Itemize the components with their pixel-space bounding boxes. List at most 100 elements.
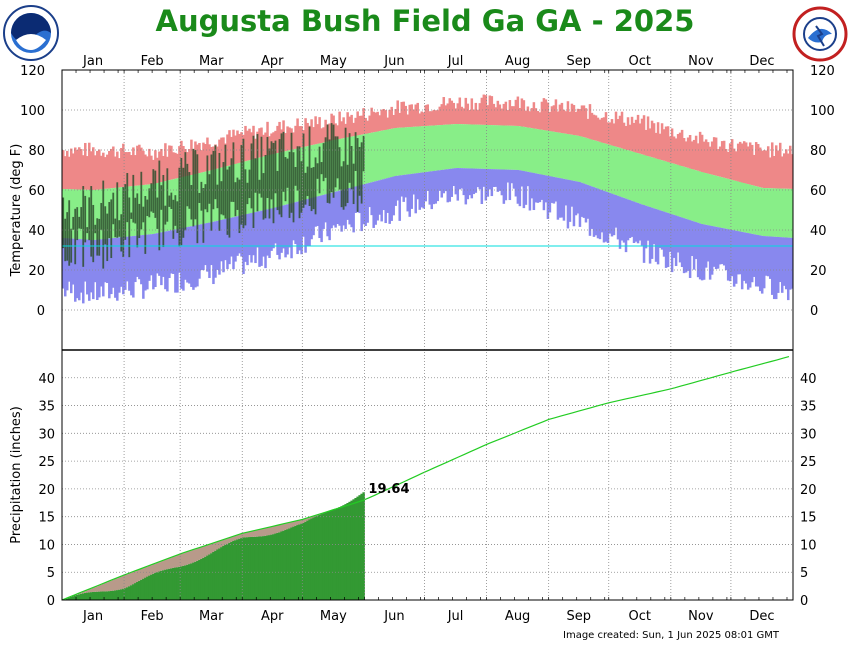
precip-tick-right: 35 (800, 400, 817, 415)
normal-range-bar (440, 124, 444, 170)
observed-precip-bar (200, 558, 203, 600)
observed-precip-bar (192, 562, 195, 600)
normal-range-bar (702, 172, 706, 225)
record-low-bar (654, 208, 658, 262)
precip-deficit-bar (198, 547, 201, 560)
observed-precip-bar (342, 505, 345, 600)
record-low-bar (462, 168, 466, 196)
record-high-bar (176, 153, 179, 179)
precip-deficit-bar (82, 591, 85, 594)
record-high-bar (400, 101, 403, 128)
normal-range-bar (546, 130, 550, 176)
normal-range-bar (570, 134, 574, 181)
record-low-bar (332, 192, 335, 226)
observed-temp-bar (320, 162, 323, 175)
record-low-bar (182, 227, 185, 291)
observed-temp-bar (202, 188, 205, 243)
record-low-bar (516, 169, 520, 204)
normal-range-bar (364, 133, 367, 184)
record-low-bar (424, 172, 427, 202)
record-high-bar (722, 140, 726, 178)
observed-precip-bar (88, 592, 91, 600)
month-label-bottom: Dec (749, 609, 774, 624)
record-low-bar (496, 169, 500, 192)
record-low-bar (482, 168, 486, 187)
observed-temp-bar (324, 137, 327, 178)
record-high-bar (582, 105, 586, 138)
record-low-bar (544, 175, 548, 203)
observed-temp-bar (186, 163, 189, 207)
record-high-bar (414, 104, 417, 127)
record-high-bar (670, 128, 674, 164)
record-low-bar (688, 220, 692, 278)
observed-temp-bar (322, 143, 325, 182)
record-high-bar (100, 155, 103, 190)
normal-range-bar (782, 188, 786, 238)
observed-temp-bar (160, 185, 163, 210)
record-high-bar (126, 152, 129, 187)
observed-temp-bar (254, 158, 257, 193)
normal-range-bar (512, 125, 516, 170)
record-high-bar (406, 114, 409, 128)
record-low-bar (360, 184, 363, 232)
normal-range-bar (632, 151, 636, 202)
record-high-bar (314, 116, 317, 145)
record-high-bar (306, 122, 309, 147)
observed-temp-bar (270, 141, 273, 200)
observed-precip-bar (116, 590, 119, 600)
record-high-bar (278, 121, 281, 153)
observed-temp-bar (128, 197, 131, 258)
observed-temp-bar (354, 132, 357, 171)
temp-axis-label: Temperature (deg F) (9, 144, 24, 278)
normal-range-bar (96, 189, 99, 240)
record-low-bar (90, 239, 93, 293)
record-high-bar (602, 117, 606, 144)
record-low-bar (336, 191, 339, 225)
month-label-bottom: Jun (383, 609, 404, 624)
normal-range-bar (692, 169, 696, 222)
record-high-bar (160, 148, 163, 183)
temp-tick-left: 20 (28, 264, 45, 279)
record-high-bar (428, 111, 432, 126)
month-label-top: Jul (447, 54, 464, 69)
record-low-bar (372, 181, 375, 228)
precip-deficit-bar (154, 563, 157, 573)
normal-range-bar (554, 132, 558, 178)
record-high-bar (122, 143, 125, 188)
record-high-bar (576, 108, 580, 136)
normal-range-bar (452, 124, 456, 169)
record-low-bar (540, 174, 544, 200)
record-high-bar (342, 117, 345, 139)
plot-frame (61, 69, 794, 601)
record-low-bar (538, 174, 542, 203)
normal-range-bar (696, 170, 700, 223)
record-high-bar (366, 120, 369, 134)
record-low-bar (758, 235, 762, 292)
record-low-bar (784, 237, 788, 290)
normal-range-bar (610, 145, 614, 194)
normal-range-bar (510, 125, 514, 170)
observed-temp-bar (174, 195, 177, 226)
observed-temp-bar (300, 161, 303, 213)
observed-temp-bar (158, 160, 161, 251)
month-label-top: Jan (82, 54, 103, 69)
record-low-bar (396, 175, 399, 201)
record-high-bar (134, 155, 137, 186)
observed-temp-bar (226, 169, 229, 235)
record-low-bar (632, 201, 636, 243)
normal-range-bar (598, 141, 602, 190)
record-high-bar (532, 102, 536, 129)
precip-tick-left: 35 (38, 400, 55, 415)
record-low-bar (302, 200, 305, 237)
observed-temp-bar (232, 142, 235, 202)
record-high-bar (168, 145, 171, 181)
observed-temp-bar (282, 131, 285, 192)
observed-precip-bar (160, 570, 163, 600)
observed-temp-bar (338, 147, 341, 190)
record-low-bar (782, 237, 786, 286)
observed-temp-bar (170, 192, 173, 209)
precip-deficit-bar (116, 578, 119, 591)
record-low-bar (616, 195, 620, 240)
record-low-bar (612, 194, 616, 236)
observed-temp-bar (234, 182, 237, 217)
